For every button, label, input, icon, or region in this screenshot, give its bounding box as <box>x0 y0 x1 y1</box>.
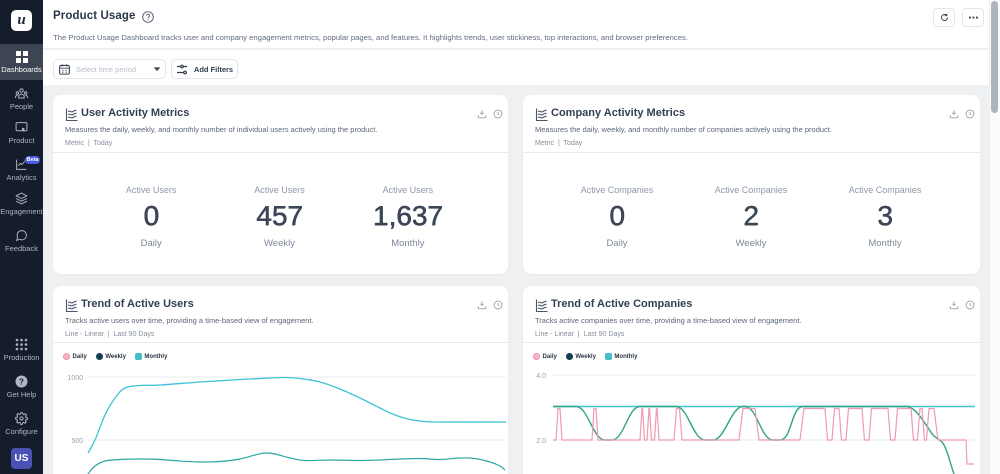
svg-text:1000: 1000 <box>67 375 83 382</box>
svg-text:?: ? <box>19 377 24 386</box>
svg-text:500: 500 <box>71 438 83 445</box>
svg-text:2.0: 2.0 <box>536 438 546 445</box>
svg-text:4.0: 4.0 <box>536 373 546 380</box>
